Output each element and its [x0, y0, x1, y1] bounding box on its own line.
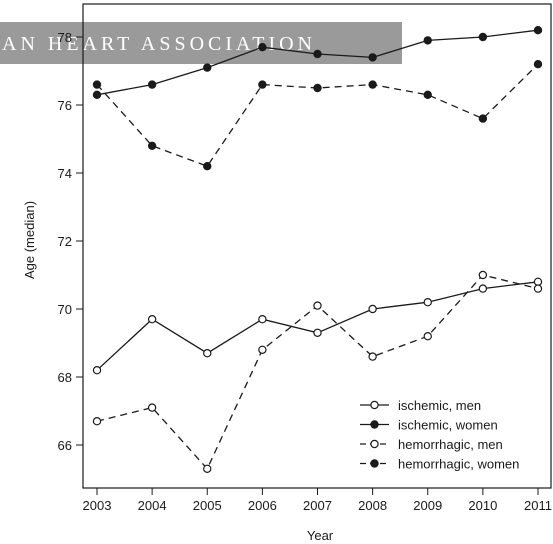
legend-item: ischemic, men: [360, 398, 481, 413]
y-tick-label: 66: [58, 438, 72, 453]
data-point: [423, 332, 432, 341]
data-point: [313, 301, 322, 310]
data-point: [313, 83, 322, 93]
series-group: [92, 26, 543, 473]
data-point: [533, 59, 543, 69]
data-point: [203, 464, 212, 473]
x-tick-label: 2003: [83, 498, 112, 513]
data-point: [258, 345, 267, 354]
series-line: [96, 281, 539, 371]
y-tick-label: 76: [58, 98, 72, 113]
legend-item: ischemic, women: [360, 418, 498, 433]
x-tick-label: 2008: [358, 498, 387, 513]
data-point: [368, 53, 377, 62]
data-point: [368, 352, 377, 361]
y-tick-label: 70: [58, 302, 72, 317]
data-point: [147, 315, 157, 324]
series-3: [92, 270, 543, 473]
data-point: [478, 32, 488, 42]
data-point: [478, 284, 488, 293]
y-tick-label: 68: [58, 370, 72, 385]
data-point: [423, 298, 432, 307]
x-tick-label: 2007: [303, 498, 332, 513]
data-point: [423, 90, 432, 100]
data-point: [533, 284, 543, 293]
y-tick-label: 74: [58, 166, 72, 181]
y-tick-label: 78: [58, 30, 72, 45]
data-point: [92, 80, 102, 89]
legend-label: ischemic, men: [398, 398, 481, 413]
data-point: [478, 114, 488, 123]
x-axis-label: Year: [307, 528, 334, 543]
legend-item: hemorrhagic, women: [360, 457, 519, 472]
data-point: [203, 349, 212, 358]
y-tick-label: 72: [58, 234, 72, 249]
x-tick-label: 2004: [138, 498, 167, 513]
legend-swatch-marker: [370, 459, 379, 468]
data-point: [368, 80, 377, 89]
data-point: [258, 315, 267, 324]
legend-label: ischemic, women: [398, 418, 498, 433]
x-tick-label: 2011: [524, 498, 552, 513]
data-point: [147, 141, 157, 150]
data-point: [313, 328, 322, 337]
data-point: [92, 90, 102, 100]
data-point: [478, 270, 488, 280]
data-point: [92, 366, 102, 375]
data-point: [258, 80, 267, 89]
data-point: [147, 403, 157, 412]
data-point: [368, 304, 377, 314]
legend-swatch-marker: [370, 439, 379, 449]
banner-text: AN HEART ASSOCIATION: [2, 33, 316, 55]
series-line: [96, 63, 539, 167]
plot-frame: [82, 3, 552, 489]
x-tick-label: 2006: [248, 498, 277, 513]
series-2: [92, 26, 543, 100]
legend: ischemic, men ischemic, women hemorrhagic,…: [360, 398, 519, 472]
y-axis-label: Age (median): [22, 201, 37, 279]
banner-background: [0, 22, 402, 64]
legend-swatch-marker: [370, 400, 379, 410]
data-point: [92, 417, 102, 426]
data-point: [423, 36, 432, 45]
legend-swatch-marker: [370, 420, 379, 429]
data-point: [147, 80, 157, 89]
data-point: [258, 43, 267, 52]
data-point: [313, 49, 322, 59]
data-point: [533, 26, 543, 35]
x-tick-label: 2010: [468, 498, 497, 513]
x-tick-label: 2009: [413, 498, 442, 513]
axes: 2003 2004 2005 2006 2007 2008 2009 2010 2011 66 68…: [58, 3, 552, 513]
data-point: [203, 63, 212, 72]
legend-label: hemorrhagic, men: [398, 437, 503, 452]
x-tick-label: 2005: [193, 498, 222, 513]
legend-item: hemorrhagic, men: [360, 437, 503, 452]
data-point: [533, 277, 543, 286]
series-4: [92, 59, 543, 171]
series-1: [92, 277, 543, 375]
banner: AN HEART ASSOCIATION: [0, 22, 402, 64]
legend-label: hemorrhagic, women: [398, 457, 519, 472]
data-point: [203, 161, 212, 171]
